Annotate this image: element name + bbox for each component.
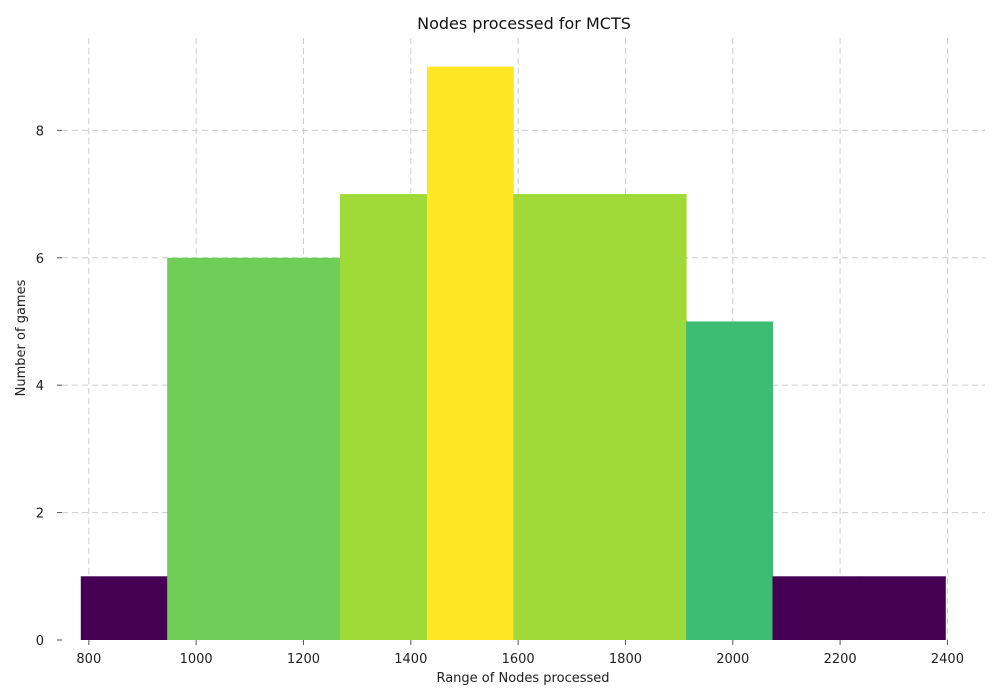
histogram-bar <box>253 257 341 640</box>
x-tick-label: 800 <box>76 652 101 667</box>
y-tick-label: 4 <box>36 379 44 394</box>
x-tick-label: 1600 <box>502 652 535 667</box>
x-axis-label: Range of Nodes processed <box>436 671 609 686</box>
y-tick-label: 0 <box>36 634 44 649</box>
bars-layer <box>80 66 946 640</box>
histogram-bar <box>80 576 168 640</box>
y-axis-label: Number of games <box>14 279 29 396</box>
x-tick-label: 1200 <box>287 652 320 667</box>
histogram-bar <box>426 66 514 640</box>
chart-title: Nodes processed for MCTS <box>417 14 631 33</box>
histogram-bar <box>167 257 255 640</box>
histogram-bar <box>772 576 860 640</box>
y-tick-label: 6 <box>36 252 44 267</box>
x-tick-label: 2000 <box>716 652 749 667</box>
y-tick-label: 2 <box>36 507 44 522</box>
x-tick-label: 1800 <box>609 652 642 667</box>
x-tick-label: 2200 <box>824 652 857 667</box>
x-tick-label: 1400 <box>394 652 427 667</box>
ticks-layer: 800 1000 1200 1400 1600 1800 2000 2200 2400 0 2 4 6 8 <box>36 124 964 667</box>
x-tick-label: 1000 <box>180 652 213 667</box>
histogram-bar <box>513 194 601 640</box>
y-tick-label: 8 <box>36 124 44 139</box>
histogram-bar <box>339 194 428 640</box>
x-tick-label: 2400 <box>931 652 964 667</box>
histogram-bar <box>599 194 687 640</box>
histogram-bar <box>686 321 773 640</box>
histogram-bar <box>858 576 946 640</box>
